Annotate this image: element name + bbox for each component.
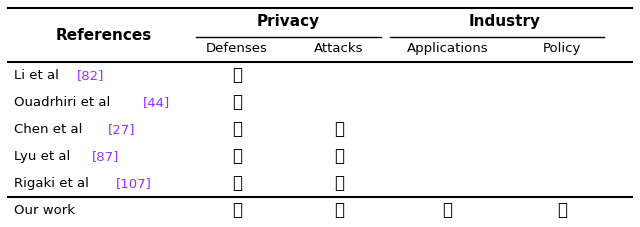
- Text: Industry: Industry: [468, 14, 541, 29]
- Text: Defenses: Defenses: [206, 42, 268, 55]
- Text: ✗: ✗: [232, 202, 242, 219]
- Text: ✗: ✗: [334, 148, 344, 165]
- Text: Rigaki et al: Rigaki et al: [14, 177, 93, 190]
- Text: ✗: ✗: [334, 202, 344, 219]
- Text: References: References: [55, 28, 152, 43]
- Text: Policy: Policy: [543, 42, 581, 55]
- Text: ✗: ✗: [232, 121, 242, 138]
- Text: Our work: Our work: [14, 204, 75, 217]
- Text: ✗: ✗: [557, 202, 567, 219]
- Text: ✗: ✗: [232, 67, 242, 84]
- Text: Applications: Applications: [406, 42, 488, 55]
- Text: ✗: ✗: [334, 175, 344, 192]
- Text: ✗: ✗: [232, 148, 242, 165]
- Text: Chen et al: Chen et al: [14, 123, 87, 136]
- Text: Attacks: Attacks: [314, 42, 364, 55]
- Text: ✗: ✗: [334, 121, 344, 138]
- Text: ✗: ✗: [232, 175, 242, 192]
- Text: ✗: ✗: [232, 94, 242, 111]
- Text: Privacy: Privacy: [257, 14, 320, 29]
- Text: ✗: ✗: [442, 202, 452, 219]
- Text: [107]: [107]: [116, 177, 152, 190]
- Text: Li et al: Li et al: [14, 69, 63, 82]
- Text: Ouadrhiri et al: Ouadrhiri et al: [14, 96, 115, 109]
- Text: [87]: [87]: [92, 150, 119, 163]
- Text: [82]: [82]: [77, 69, 104, 82]
- Text: [44]: [44]: [143, 96, 170, 109]
- Text: Lyu et al: Lyu et al: [14, 150, 75, 163]
- Text: [27]: [27]: [108, 123, 135, 136]
